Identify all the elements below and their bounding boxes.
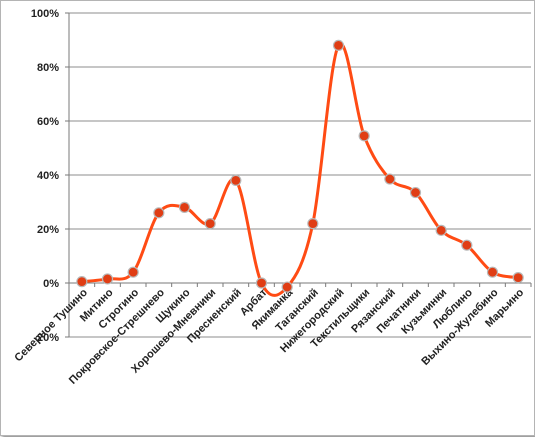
data-point [384, 173, 396, 185]
y-tick-label: 20% [37, 224, 59, 236]
data-point [281, 281, 293, 293]
data-point [332, 39, 345, 52]
axes [65, 12, 532, 338]
data-point [127, 266, 139, 278]
data-point [409, 186, 422, 199]
y-tick-label: 100% [31, 8, 59, 20]
y-tick-label: 40% [37, 170, 59, 182]
y-tick-labels: -20% 0% 20% 40% 60% 80% 100% [31, 8, 59, 344]
data-point [486, 266, 499, 278]
data-point [255, 277, 268, 289]
data-point [307, 218, 319, 230]
data-point [512, 272, 524, 284]
data-markers [76, 39, 524, 293]
data-point [204, 218, 216, 230]
data-point [76, 276, 88, 288]
data-point [101, 273, 114, 285]
data-point [230, 174, 242, 186]
y-tick-label: 60% [37, 116, 59, 128]
data-point [153, 207, 165, 219]
y-tick-label: 0% [43, 278, 59, 290]
x-tick-labels: Северное ТушиноМитиноСтрогиноПокровское-… [12, 286, 526, 387]
gridlines [69, 12, 531, 338]
y-tick-label: 80% [37, 62, 59, 74]
data-point [178, 201, 191, 213]
series-line [81, 42, 519, 297]
data-point [461, 239, 473, 251]
data-point [435, 224, 447, 236]
x-tick-label: Северное Тушино [12, 286, 90, 364]
data-point [358, 130, 370, 142]
y-tick-label: -20% [33, 332, 59, 344]
